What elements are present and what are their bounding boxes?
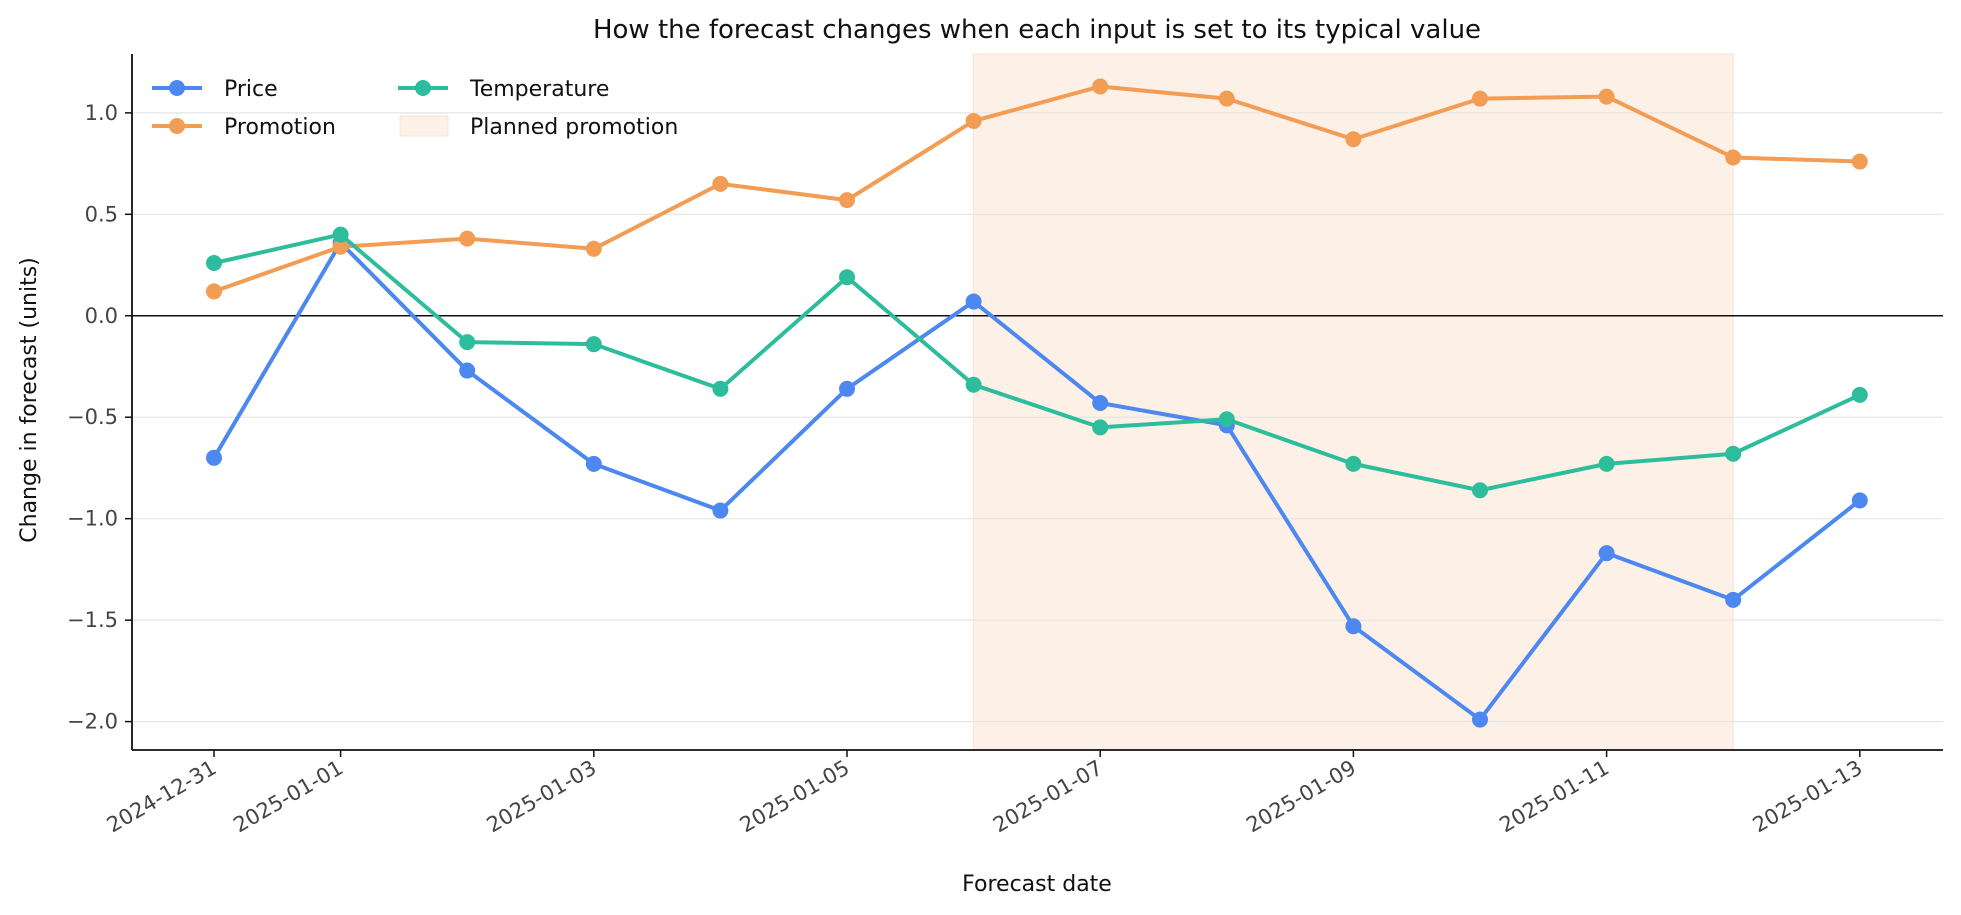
data-point-temperature: [459, 334, 476, 351]
series-line-promotion: [212, 84, 1862, 294]
data-point-temperature: [1345, 455, 1362, 472]
data-point-temperature: [1598, 455, 1615, 472]
axes-layer: [131, 54, 1943, 751]
y-axis-label: Change in forecast (units): [17, 257, 42, 542]
data-point-promotion: [1472, 90, 1488, 107]
legend-label-temperature: Temperature: [469, 77, 609, 102]
data-point-promotion: [332, 238, 349, 255]
data-point-promotion: [965, 112, 982, 129]
data-point-temperature: [1092, 419, 1109, 436]
data-point-temperature: [1218, 411, 1235, 428]
data-point-promotion: [1851, 153, 1868, 170]
data-point-promotion: [1218, 90, 1235, 107]
y-tick-label: 1.0: [85, 101, 118, 125]
data-point-price: [206, 449, 222, 466]
data-point-price: [1472, 711, 1488, 728]
series-layer: [206, 78, 1868, 728]
data-point-price: [459, 362, 476, 379]
data-point-temperature: [206, 255, 222, 272]
data-point-price: [1092, 395, 1109, 412]
series-promotion: [206, 78, 1868, 300]
data-point-price: [1851, 492, 1868, 509]
data-point-price: [839, 380, 855, 397]
series-line-price: [212, 240, 1862, 722]
y-tick-label: −2.0: [67, 710, 118, 734]
data-point-promotion: [459, 230, 476, 247]
data-point-promotion: [1345, 131, 1362, 148]
legend-label-planned-promotion: Planned promotion: [470, 115, 678, 140]
y-tick-label: −1.5: [67, 608, 118, 632]
series-temperature: [206, 226, 1868, 499]
series-line-temperature: [212, 232, 1862, 493]
data-point-temperature: [1725, 445, 1742, 462]
data-point-temperature: [712, 380, 729, 397]
shaded-region-layer: [973, 53, 1734, 751]
x-axis-label: Forecast date: [962, 872, 1112, 897]
data-point-promotion: [1092, 78, 1109, 95]
legend-label-promotion: Promotion: [224, 115, 336, 140]
legend-marker-temperature: [415, 80, 431, 96]
legend-swatch-planned-promotion: [399, 115, 449, 137]
legend-label-price: Price: [224, 77, 278, 102]
data-point-temperature: [332, 226, 349, 243]
data-point-temperature: [1851, 386, 1868, 403]
data-point-promotion: [206, 283, 222, 300]
legend-marker-price: [169, 80, 185, 96]
data-point-price: [1598, 545, 1615, 562]
legend-marker-promotion: [169, 118, 185, 134]
data-point-price: [585, 455, 602, 472]
y-tick-label: −1.0: [67, 507, 118, 531]
y-tick-label: 0.0: [85, 304, 118, 328]
chart-title: How the forecast changes when each input…: [593, 15, 1481, 45]
data-point-price: [965, 293, 982, 310]
data-point-promotion: [712, 175, 729, 192]
data-point-promotion: [839, 192, 855, 209]
data-point-promotion: [585, 240, 602, 257]
shaded-region-planned-promotion: [973, 53, 1734, 751]
data-point-temperature: [585, 336, 602, 353]
data-point-price: [712, 502, 729, 519]
legend: Price Promotion Temperature Planned promoti…: [152, 77, 678, 140]
y-tick-label: −0.5: [67, 405, 118, 429]
y-tick-label: 0.5: [85, 202, 118, 226]
data-point-promotion: [1598, 88, 1615, 105]
data-point-temperature: [1472, 482, 1488, 499]
data-point-price: [1345, 618, 1362, 635]
data-point-promotion: [1725, 149, 1742, 166]
data-point-temperature: [965, 376, 982, 393]
data-point-price: [1725, 591, 1742, 608]
data-point-temperature: [839, 269, 855, 286]
